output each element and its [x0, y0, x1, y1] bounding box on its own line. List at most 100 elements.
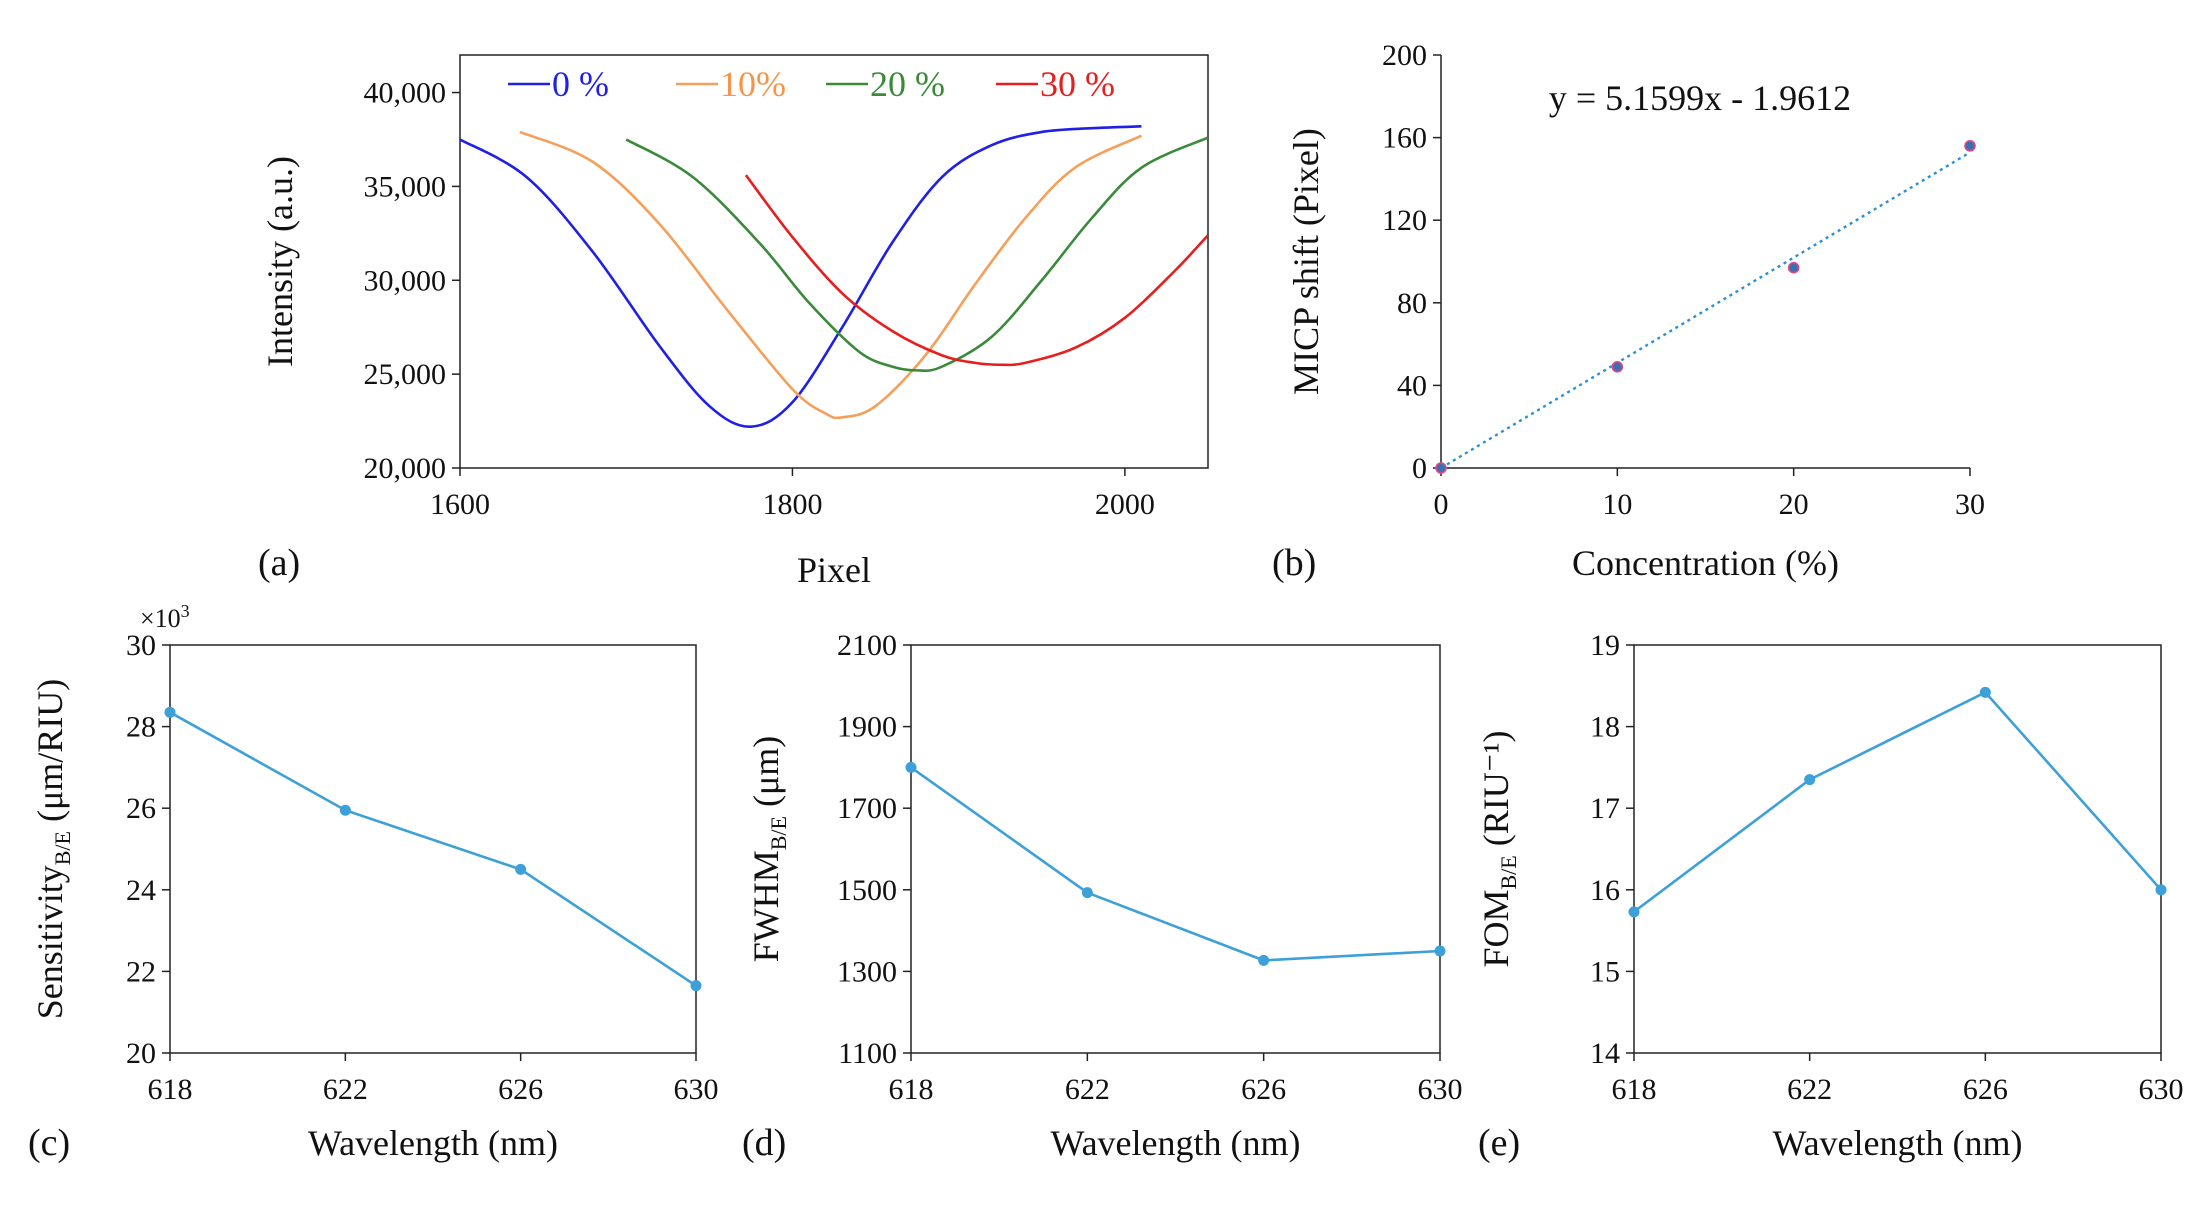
y-tick-label-c: 26 [126, 792, 156, 825]
panel-label-c: (c) [28, 1122, 70, 1164]
data-point-b-1 [1611, 361, 1624, 373]
y-axis-label-d: FWHMB/E (μm) [746, 736, 791, 963]
x-tick-label-e: 626 [1963, 1073, 2008, 1106]
x-tick-label-c: 618 [148, 1073, 193, 1106]
legend-label-a-2: 20 % [870, 64, 945, 104]
plot-frame-a [459, 54, 1209, 469]
data-point-e-2 [1979, 686, 1991, 698]
chart-a: 1600 1800 2000 20,000 25,000 30,000 35,000 40,0… [258, 54, 1209, 590]
y-tick-label-c: 22 [126, 955, 156, 988]
data-point-d-3 [1434, 945, 1446, 957]
x-tick-label-d: 618 [889, 1073, 934, 1106]
y-tick-label-b: 160 [1382, 122, 1427, 155]
panel-label-d: (d) [742, 1122, 786, 1164]
x-tick-label-c: 622 [323, 1073, 368, 1106]
y-tick-label-a: 35,000 [364, 170, 447, 203]
plot-frame-d [910, 644, 1441, 1054]
x-tick-label-c: 626 [498, 1073, 543, 1106]
legend-label-a-0: 0 % [552, 64, 609, 104]
x-tick-label-a: 1600 [430, 488, 490, 521]
y-tick-label-b: 120 [1382, 204, 1427, 237]
plot-frame-c [169, 644, 697, 1054]
x-tick-label-d: 630 [1418, 1073, 1463, 1106]
x-tick-label-e: 618 [1612, 1073, 1657, 1106]
y-axis-label-b: MICP shift (Pixel) [1286, 128, 1326, 395]
x-axis-label-e: Wavelength (nm) [1772, 1123, 2022, 1163]
plot-frame-e [1633, 644, 2162, 1054]
legend-label-a-1: 10% [720, 64, 786, 104]
x-axis-label-d: Wavelength (nm) [1050, 1123, 1300, 1163]
y-axis-label-e: FOMB/E (RIU⁻¹) [1476, 730, 1521, 967]
series-line-a-0 [460, 125, 1142, 429]
y-tick-label-c: 24 [126, 874, 156, 907]
series-line-a-3 [744, 174, 1208, 367]
x-tick-label-a: 1800 [762, 488, 822, 521]
y-tick-label-a: 25,000 [364, 358, 447, 391]
x-tick-label-b: 20 [1779, 488, 1809, 521]
y-tick-label-c: 30 [126, 629, 156, 662]
data-point-d-2 [1258, 954, 1270, 966]
scale-note-c: ×103 [140, 601, 190, 633]
y-tick-label-e: 19 [1590, 629, 1620, 662]
y-axis-label-a: Intensity (a.u.) [260, 156, 300, 367]
y-tick-label-b: 40 [1397, 369, 1427, 402]
data-point-c-0 [164, 706, 176, 718]
data-point-e-3 [2155, 884, 2167, 896]
x-tick-label-d: 622 [1065, 1073, 1110, 1106]
x-axis-label-a: Pixel [797, 550, 871, 590]
y-tick-label-d: 1500 [837, 874, 897, 907]
y-tick-label-a: 20,000 [364, 452, 447, 485]
data-point-e-1 [1804, 774, 1816, 786]
x-axis-label-b: Concentration (%) [1572, 543, 1839, 583]
x-tick-label-b: 10 [1602, 488, 1632, 521]
series-line-a-2 [625, 136, 1208, 372]
x-tick-label-c: 630 [674, 1073, 719, 1106]
y-tick-label-e: 16 [1590, 874, 1620, 907]
y-tick-label-b: 80 [1397, 287, 1427, 320]
chart-c: 618 622 626 630 20 22 24 26 28 30 (c) Wavelength (n… [28, 601, 719, 1164]
trendline-b [1440, 151, 1971, 470]
panel-label-b: (b) [1272, 542, 1316, 584]
y-tick-label-e: 17 [1590, 792, 1620, 825]
y-tick-label-d: 1700 [837, 792, 897, 825]
y-axis-label-c: SensitivityB/E (μm/RIU) [30, 679, 75, 1020]
chart-e: 618 622 626 630 14 15 16 17 18 19 (e) Wavelength (n… [1476, 629, 2184, 1164]
x-tick-label-d: 626 [1241, 1073, 1286, 1106]
y-tick-label-d: 1100 [838, 1037, 897, 1070]
x-tick-label-b: 30 [1955, 488, 1985, 521]
legend-label-a-3: 30 % [1040, 64, 1115, 104]
y-tick-label-e: 15 [1590, 955, 1620, 988]
x-tick-label-b: 0 [1434, 488, 1449, 521]
data-point-b-3 [1964, 140, 1976, 152]
series-line-c [169, 711, 697, 987]
data-point-c-1 [339, 804, 351, 816]
data-point-d-0 [905, 761, 917, 773]
x-tick-label-e: 622 [1787, 1073, 1832, 1106]
x-axis-label-c: Wavelength (nm) [308, 1123, 558, 1163]
data-point-b-2 [1787, 261, 1800, 274]
data-point-c-2 [515, 863, 527, 875]
data-point-b-0 [1435, 462, 1447, 474]
y-tick-label-d: 1300 [837, 955, 897, 988]
panel-label-a: (a) [258, 542, 300, 584]
y-tick-label-a: 40,000 [364, 77, 447, 110]
series-line-e [1633, 690, 2162, 913]
trendline-equation-b: y = 5.1599x - 1.9612 [1549, 78, 1851, 118]
y-tick-label-e: 18 [1590, 711, 1620, 744]
data-point-c-3 [690, 980, 702, 992]
y-tick-label-d: 2100 [837, 629, 897, 662]
y-tick-label-c: 28 [126, 711, 156, 744]
x-tick-label-a: 2000 [1095, 488, 1155, 521]
x-tick-label-e: 630 [2139, 1073, 2184, 1106]
chart-b: 0 10 20 30 0 40 80 120 160 200 (b) Concentration (%… [1272, 39, 1985, 584]
chart-d: 618 622 626 630 1100 1300 1500 1700 1900 2100 (d) W… [742, 629, 1463, 1164]
y-tick-label-b: 200 [1382, 39, 1427, 72]
series-line-a-1 [519, 130, 1143, 420]
y-tick-label-d: 1900 [837, 711, 897, 744]
panel-label-e: (e) [1478, 1122, 1520, 1164]
y-tick-label-a: 30,000 [364, 264, 447, 297]
y-tick-label-e: 14 [1590, 1037, 1620, 1070]
y-tick-label-b: 0 [1412, 452, 1427, 485]
series-line-d [910, 766, 1441, 962]
y-tick-label-c: 20 [126, 1037, 156, 1070]
